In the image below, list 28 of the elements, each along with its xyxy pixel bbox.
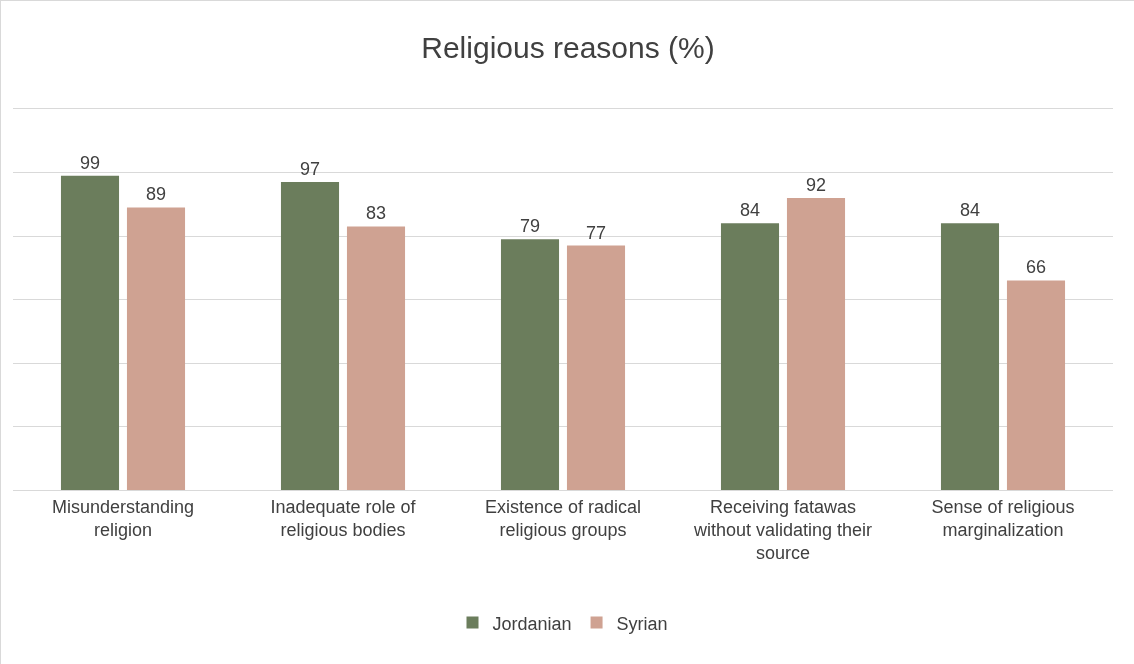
bar	[60, 175, 120, 490]
bar	[1006, 280, 1066, 490]
x-tick-label: Existence of radical religious groups	[484, 496, 642, 540]
x-tick-label: Sense of religious marginalization	[931, 496, 1075, 540]
data-label: 84	[959, 200, 981, 221]
x-tick-label: Misunderstanding religion	[51, 496, 195, 540]
data-label: 66	[1025, 257, 1047, 278]
bar	[500, 239, 560, 490]
chart-title: Religious reasons (%)	[421, 30, 715, 64]
data-label: 79	[519, 216, 541, 237]
bar	[940, 223, 1000, 490]
legend-label: Syrian	[616, 613, 668, 634]
data-label: 99	[79, 152, 101, 173]
bar	[126, 207, 186, 490]
data-label: 84	[739, 200, 761, 221]
data-label: 83	[365, 203, 387, 224]
x-tick-label: Receiving fatawas without validating their source	[692, 496, 873, 564]
x-tick-label: Inadequate role of religious bodies	[270, 496, 417, 540]
bar	[566, 245, 626, 490]
legend-label: Jordanian	[492, 613, 572, 634]
bar	[786, 197, 846, 490]
data-label: 97	[299, 159, 321, 180]
data-label: 92	[805, 174, 827, 195]
bar	[720, 223, 780, 490]
data-label: 77	[585, 222, 607, 243]
data-label: 89	[145, 184, 167, 205]
bar	[280, 182, 340, 490]
bar	[346, 226, 406, 490]
